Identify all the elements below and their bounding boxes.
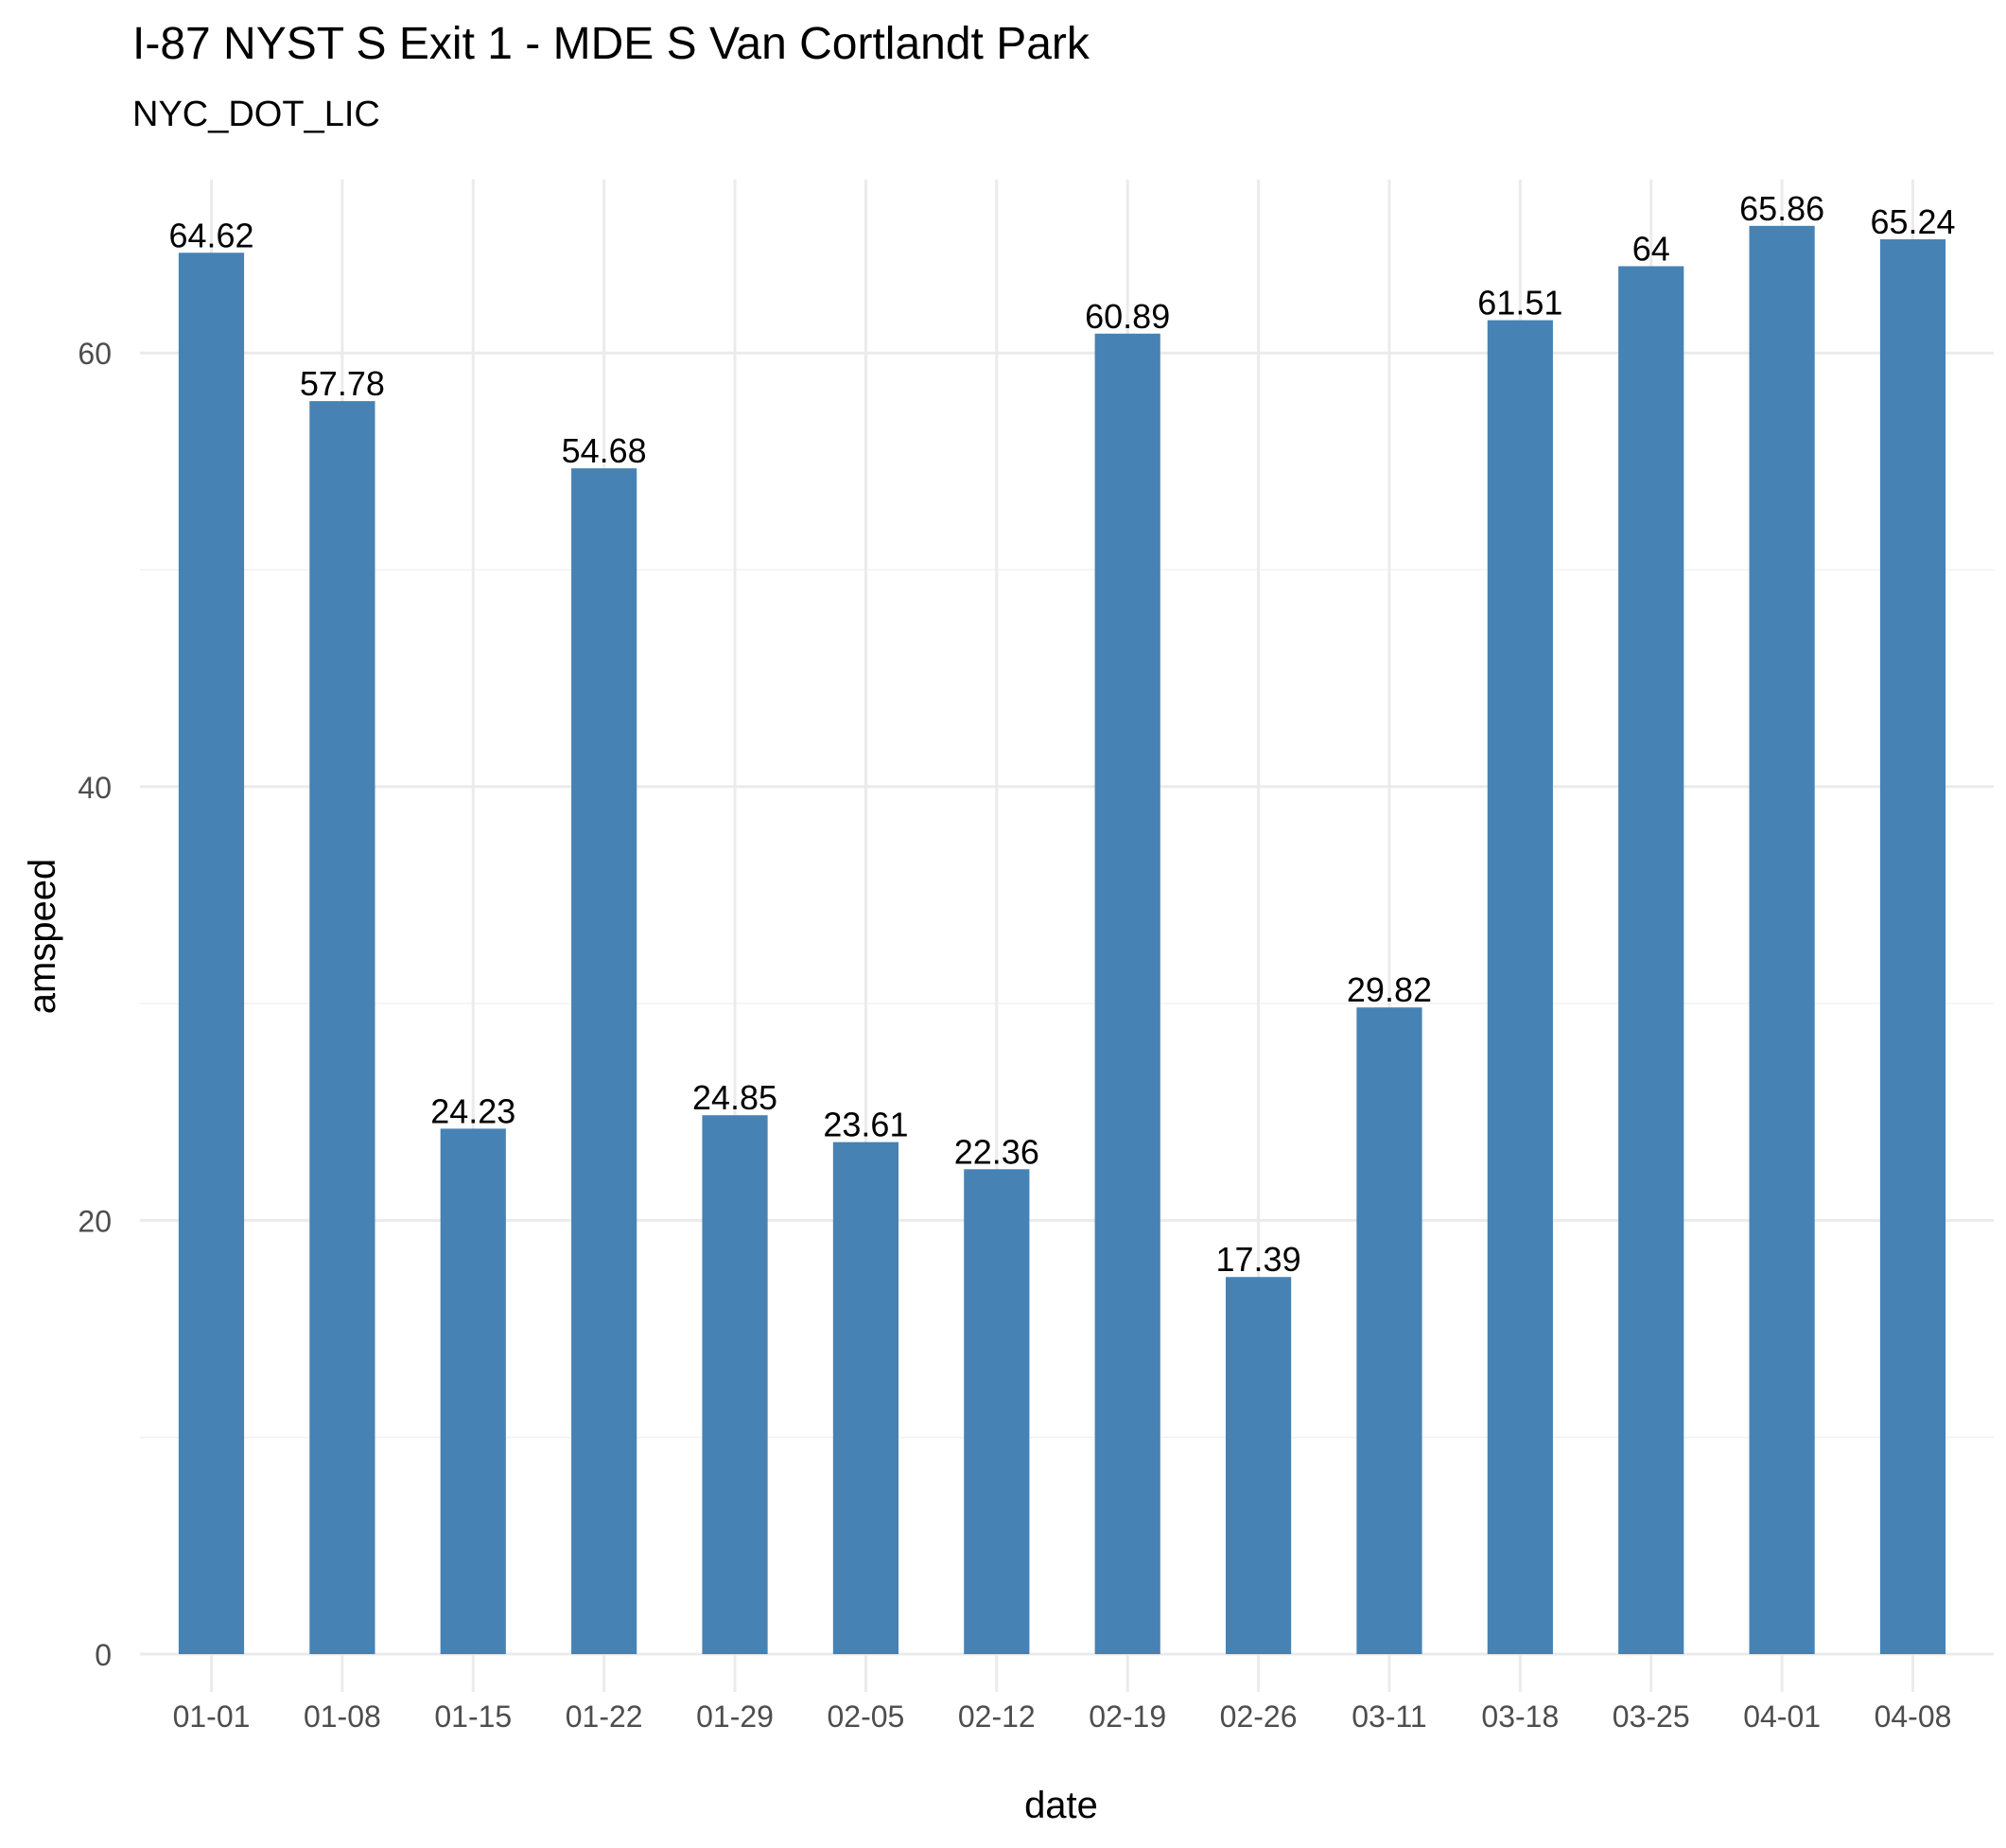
data-label: 65.24: [1870, 202, 1955, 241]
data-label: 22.36: [954, 1132, 1039, 1171]
data-label: 24.85: [692, 1078, 777, 1117]
grid-lines: [140, 179, 1994, 1692]
data-label: 60.89: [1085, 297, 1170, 336]
x-tick-label: 03-11: [1352, 1700, 1426, 1734]
y-tick-label: 0: [95, 1638, 112, 1672]
data-label: 17.39: [1216, 1240, 1301, 1279]
x-tick-label: 01-15: [434, 1700, 512, 1734]
bar: [964, 1169, 1030, 1654]
x-tick-label: 03-25: [1613, 1700, 1690, 1734]
data-label: 24.23: [430, 1091, 515, 1130]
x-tick-label: 01-29: [696, 1700, 774, 1734]
data-label: 23.61: [823, 1106, 908, 1144]
data-label: 65.86: [1739, 189, 1824, 228]
bar: [1094, 333, 1160, 1655]
bar: [832, 1142, 899, 1654]
x-tick-label: 03-18: [1481, 1700, 1559, 1734]
data-label: 57.78: [300, 364, 385, 403]
bar: [1618, 266, 1684, 1655]
x-tick-label: 04-01: [1743, 1700, 1821, 1734]
bar: [702, 1115, 768, 1654]
x-tick-label: 02-05: [828, 1700, 905, 1734]
x-axis-title: date: [1024, 1785, 1098, 1826]
bar: [1487, 320, 1553, 1655]
bar: [1749, 225, 1815, 1654]
data-labels: 64.62 57.78 24.23 54.68 24.85 23.61 22.36 60.89…: [168, 189, 1955, 1279]
bar: [440, 1128, 506, 1654]
bar: [1356, 1007, 1422, 1654]
bar: [1879, 239, 1946, 1655]
x-tick-label: 01-01: [173, 1700, 251, 1734]
y-axis-ticks: 0 20 40 60: [78, 337, 112, 1672]
bar: [309, 401, 375, 1654]
y-axis-title: amspeed: [22, 859, 63, 1015]
x-tick-label: 01-08: [304, 1700, 381, 1734]
bar: [178, 253, 245, 1654]
data-label: 54.68: [562, 431, 647, 470]
x-tick-label: 01-22: [566, 1700, 643, 1734]
x-axis-ticks: 01-01 01-08 01-15 01-22 01-29 02-05 02-12 02-19…: [173, 1700, 1952, 1734]
data-label: 61.51: [1477, 284, 1562, 323]
bar: [1225, 1277, 1292, 1654]
data-label: 64.62: [168, 216, 253, 254]
data-label: 64: [1632, 229, 1670, 268]
chart-title: I-87 NYST S Exit 1 - MDE S Van Cortlandt…: [132, 19, 1090, 69]
y-tick-label: 40: [78, 771, 112, 805]
bar: [571, 468, 637, 1654]
y-tick-label: 60: [78, 337, 112, 371]
x-tick-label: 02-19: [1089, 1700, 1166, 1734]
y-tick-label: 20: [78, 1204, 112, 1238]
bars: [178, 225, 1946, 1655]
x-tick-label: 04-08: [1875, 1700, 1952, 1734]
chart-subtitle: NYC_DOT_LIC: [132, 95, 380, 134]
x-tick-label: 02-12: [958, 1700, 1036, 1734]
x-tick-label: 02-26: [1220, 1700, 1298, 1734]
data-label: 29.82: [1347, 970, 1432, 1009]
